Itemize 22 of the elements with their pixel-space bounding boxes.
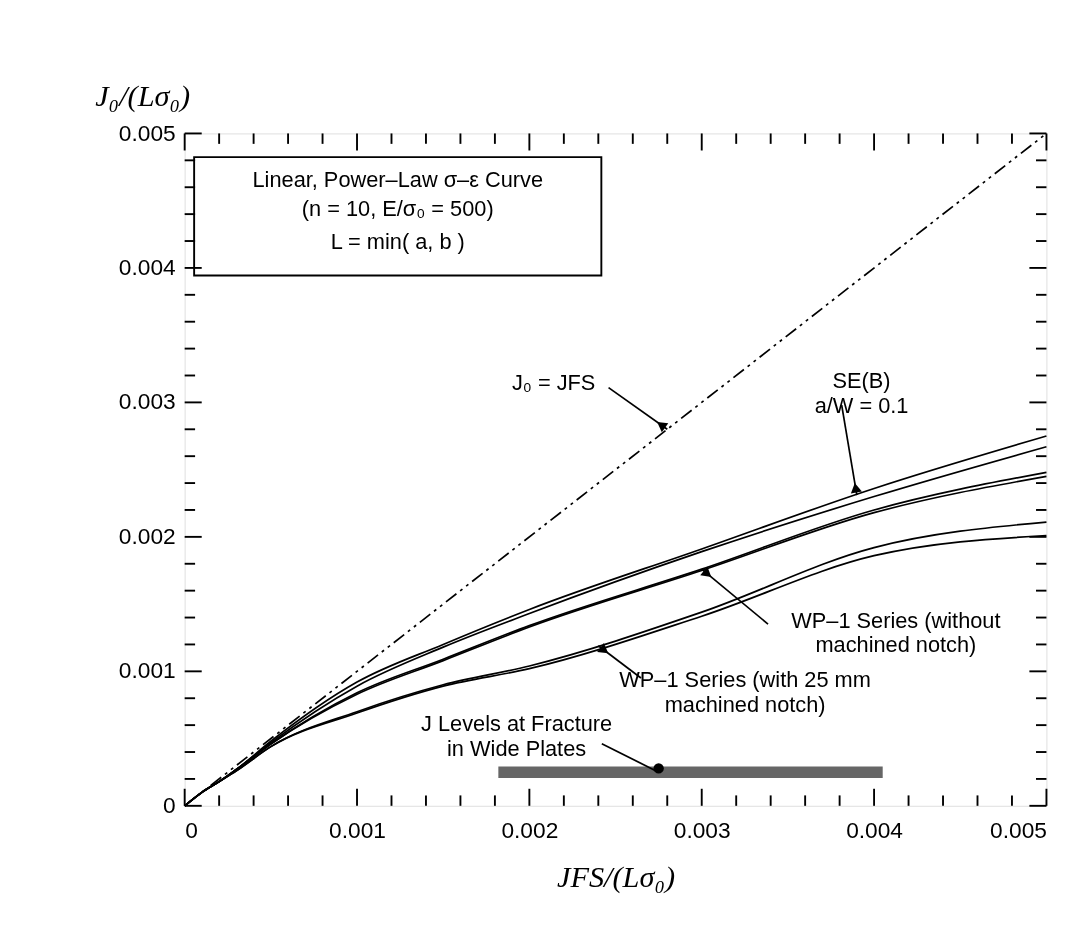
x-tick-label: 0.001 [329,816,386,843]
x-tick-label: 0.004 [846,816,903,843]
x-axis-title: JFS/(Lσ₀) [557,859,676,894]
x-tick-label: 0 [185,816,198,843]
x-tick-label: 0.003 [673,816,731,843]
y-tick-label: 0 [163,791,176,818]
y-tick-label: 0.005 [118,119,176,146]
y-tick-label: 0.001 [118,657,176,684]
annotation: WP–1 Series (without machined notch) [791,607,1001,658]
annotation: J₀ = JFS [511,370,596,396]
y-tick-label: 0.004 [118,254,176,281]
y-tick-label: 0.002 [118,522,176,549]
annotation: L = min( a, b ) [330,228,465,254]
x-tick-label: 0.002 [501,816,559,843]
y-tick-label: 0.003 [118,388,176,415]
annotation: SE(B) a/W = 0.1 [814,368,909,418]
annotation: (n = 10, E/σ₀ = 500) [301,195,494,221]
x-tick-label: 0.005 [990,816,1047,843]
annotation: WP–1 Series (with 25 mm machined notch) [619,667,871,718]
annotation: J Levels at Fracture in Wide Plates [421,711,613,762]
annotation: Linear, Power–Law σ–ε Curve [252,167,544,193]
y-axis-title: J₀/(Lσ₀) [95,79,191,114]
